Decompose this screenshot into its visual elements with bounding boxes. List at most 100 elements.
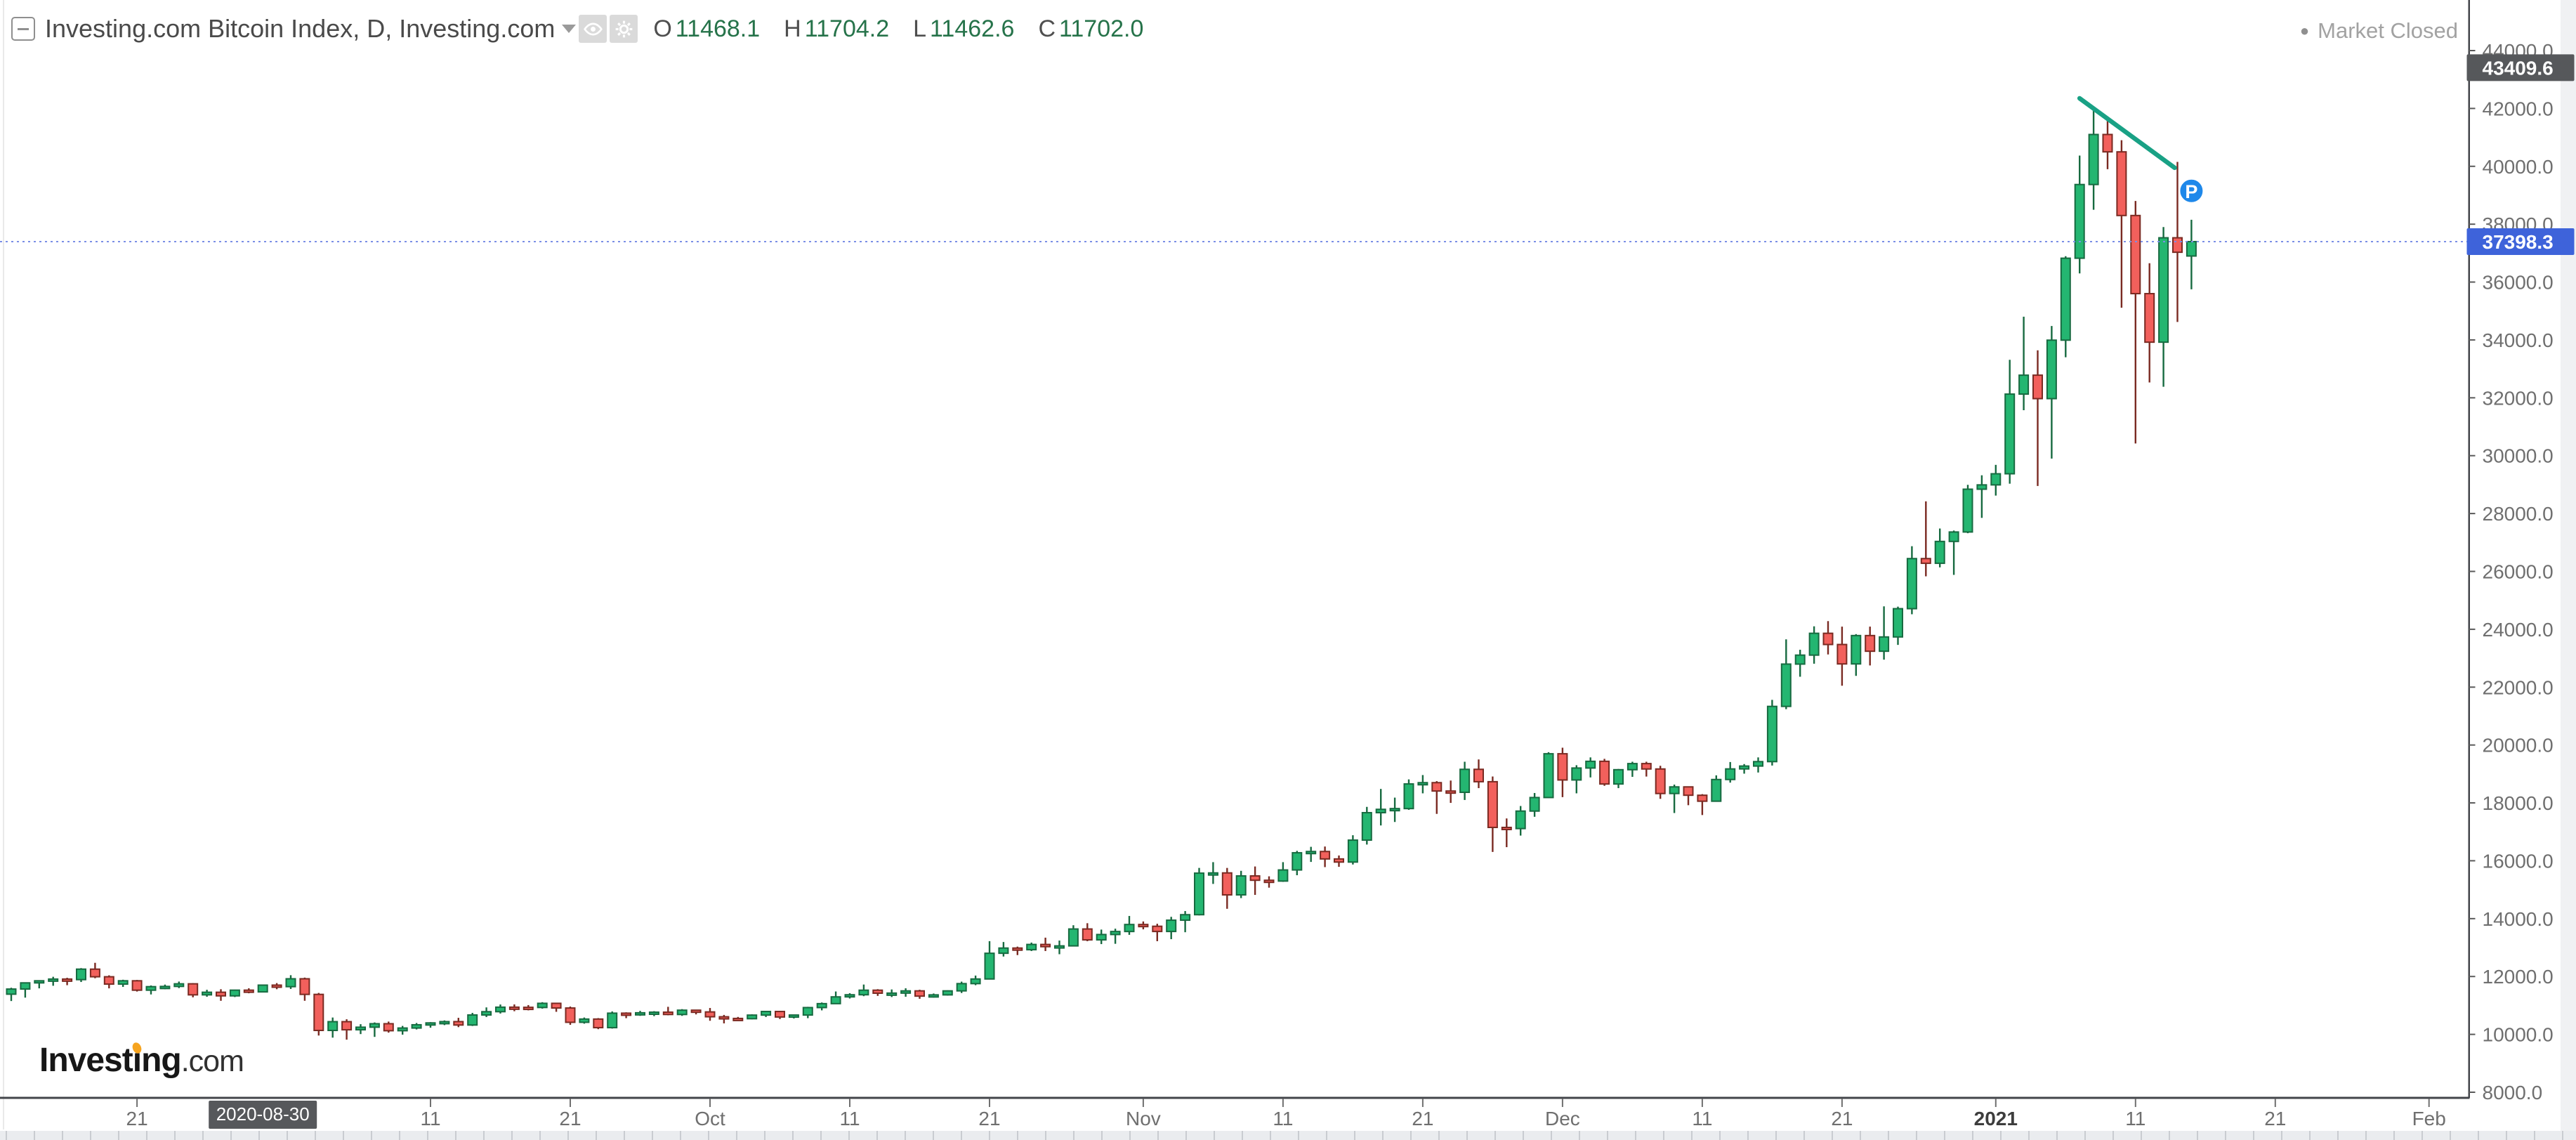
candle-body [34, 980, 45, 984]
candle-body [1543, 753, 1554, 799]
time-axis[interactable]: 21 11 21 Oct 11 21 Nov 11 21 Dec 11 21 2021 11 21 Feb [126, 1099, 2446, 1129]
candle-body [1320, 851, 1331, 860]
candle-body [20, 982, 31, 990]
time-axis-label: Feb [2412, 1108, 2446, 1129]
candle-body [76, 968, 86, 981]
candle-body [1292, 852, 1303, 871]
candle-body [1655, 768, 1666, 794]
candle-body [2144, 293, 2155, 343]
time-axis-label: Oct [695, 1108, 725, 1129]
candle-body [1194, 872, 1204, 916]
time-axis-label: 21 [1831, 1108, 1853, 1129]
time-axis-label: 21 [126, 1108, 148, 1129]
candle-body [1347, 839, 1358, 863]
candle-body [816, 1002, 827, 1009]
time-axis-label: 21 [559, 1108, 581, 1129]
time-axis-label: 21 [978, 1108, 1000, 1129]
market-status: ● Market Closed [2300, 18, 2458, 44]
minus-icon [18, 27, 29, 30]
candle-body [690, 1009, 702, 1014]
legend-collapse-button[interactable] [11, 17, 35, 41]
candle-body [159, 985, 171, 990]
candle-body [1780, 663, 1792, 707]
candle-body [607, 1012, 618, 1029]
candle-body [1361, 811, 1372, 841]
candle-body [1948, 531, 1959, 542]
candle-body [565, 1007, 576, 1023]
price-axis-label: 42000.0 [2483, 98, 2554, 119]
svg-text:43409.6: 43409.6 [2483, 57, 2554, 79]
eye-icon [583, 22, 603, 36]
candle-body [1962, 488, 1973, 533]
price-axis-label: 14000.0 [2483, 908, 2554, 930]
last-price-badge: 37398.3 [2466, 228, 2575, 255]
candle-body [257, 984, 268, 993]
candle-body [411, 1023, 422, 1029]
candle-body [1725, 768, 1736, 780]
candle-body [2088, 133, 2099, 185]
candle-body [1571, 767, 1582, 781]
candle-body [1893, 608, 1903, 638]
candle-body [1263, 879, 1275, 884]
ohlc-readout: O 11468.1 H 11704.2 L 11462.6 C 11702.0 [653, 15, 1143, 43]
candle-body [341, 1021, 353, 1031]
candle-body [956, 983, 967, 992]
svg-text:37398.3: 37398.3 [2483, 231, 2554, 253]
candle-body [942, 990, 953, 996]
crosshair-price-badge: 43409.6 [2466, 54, 2575, 81]
price-axis-label: 32000.0 [2483, 387, 2554, 409]
candle-body [1766, 705, 1777, 763]
chart-settings-button[interactable] [610, 15, 638, 43]
candle-body [676, 1009, 688, 1016]
candle-body [202, 991, 213, 996]
candle-body [1865, 634, 1876, 653]
candle-body [1599, 760, 1610, 785]
candle-body [984, 952, 995, 980]
high-readout: H 11704.2 [784, 15, 890, 42]
candle-body [271, 984, 282, 988]
candle-body [1487, 780, 1498, 828]
candle-body [704, 1011, 716, 1018]
candle-body [1403, 783, 1414, 810]
logo-suffix: .com [180, 1044, 244, 1078]
candle-body [788, 1014, 799, 1018]
candles-layer[interactable] [6, 108, 2197, 1040]
time-axis-label: 21 [1412, 1108, 1433, 1129]
time-axis-label: 2021 [1974, 1108, 2018, 1129]
candle-body [188, 983, 199, 996]
candle-body [62, 978, 73, 982]
chart-legend: Investing.com Bitcoin Index, D, Investin… [11, 14, 1143, 44]
candle-body [6, 988, 17, 995]
candle-body [900, 990, 912, 994]
candle-body [313, 993, 324, 1032]
p-marker[interactable]: P [2179, 178, 2204, 204]
candle-body [2046, 339, 2057, 400]
candle-body [1207, 872, 1218, 876]
candle-body [1739, 765, 1750, 770]
candle-body [1124, 924, 1135, 933]
toggle-visibility-button[interactable] [579, 15, 607, 43]
candle-body [648, 1011, 659, 1016]
candle-body [579, 1018, 590, 1023]
candle-body [1613, 768, 1624, 785]
bottom-panel-strip [0, 1131, 2576, 1140]
candle-body [425, 1022, 436, 1026]
symbol-title[interactable]: Investing.com Bitcoin Index, D, Investin… [45, 14, 556, 43]
price-axis-label: 26000.0 [2483, 561, 2554, 583]
candle-body [89, 968, 100, 978]
time-axis-label: Dec [1545, 1108, 1580, 1129]
candle-body [1515, 810, 1526, 830]
trendline-drawing[interactable] [2077, 96, 2177, 171]
price-axis[interactable]: 44000.042000.040000.038000.036000.034000… [2469, 40, 2554, 1103]
candle-body [761, 1011, 772, 1016]
candle-body [1879, 636, 1890, 653]
candle-body [914, 990, 925, 997]
crosshair-date-badge: 2020-08-30 [209, 1101, 317, 1129]
candle-body [1054, 945, 1065, 949]
candle-body [1459, 768, 1471, 794]
candle-body [243, 989, 254, 993]
open-readout: O 11468.1 [653, 15, 761, 42]
chevron-down-icon[interactable] [562, 25, 577, 33]
candle-body [1976, 484, 1987, 490]
